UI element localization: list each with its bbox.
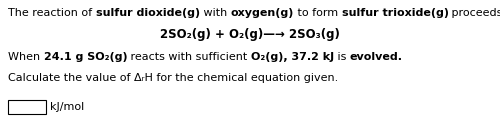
Text: 24.1 g SO₂(g): 24.1 g SO₂(g) bbox=[44, 52, 127, 62]
Text: oxygen(g): oxygen(g) bbox=[230, 8, 294, 18]
Text: sulfur dioxide(g): sulfur dioxide(g) bbox=[96, 8, 200, 18]
Bar bbox=[8, 100, 46, 114]
Text: is: is bbox=[334, 52, 350, 62]
Text: to form: to form bbox=[294, 8, 342, 18]
Text: 2SO₂(g) + O₂(g)—→ 2SO₃(g): 2SO₂(g) + O₂(g)—→ 2SO₃(g) bbox=[160, 28, 340, 41]
Text: with: with bbox=[200, 8, 230, 18]
Text: Calculate the value of ΔᵣH for the chemical equation given.: Calculate the value of ΔᵣH for the chemi… bbox=[8, 73, 338, 83]
Text: O₂(g), 37.2 kJ: O₂(g), 37.2 kJ bbox=[251, 52, 334, 62]
Text: reacts with sufficient: reacts with sufficient bbox=[127, 52, 251, 62]
Text: The reaction of: The reaction of bbox=[8, 8, 96, 18]
Text: kJ/mol: kJ/mol bbox=[50, 102, 84, 112]
Text: proceeds as follows:: proceeds as follows: bbox=[448, 8, 500, 18]
Text: When: When bbox=[8, 52, 44, 62]
Text: evolved.: evolved. bbox=[350, 52, 403, 62]
Text: sulfur trioxide(g): sulfur trioxide(g) bbox=[342, 8, 448, 18]
